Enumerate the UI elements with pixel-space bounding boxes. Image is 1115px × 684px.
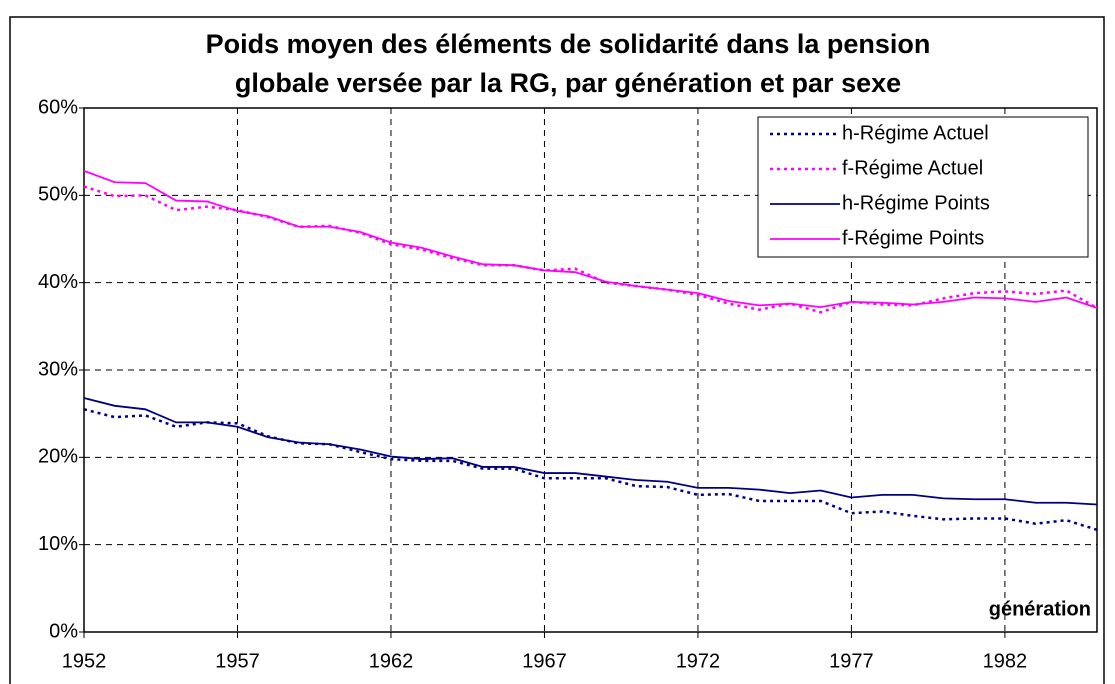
chart-title: globale versée par la RG, par génération… <box>235 68 901 98</box>
legend-label: h-Régime Actuel <box>842 122 989 144</box>
legend-label: h-Régime Points <box>842 192 990 214</box>
series-line <box>83 170 1098 309</box>
x-tick-label: 1957 <box>215 650 260 672</box>
legend-label: f-Régime Points <box>842 227 984 249</box>
x-tick-label: 1977 <box>829 650 874 672</box>
x-tick-label: 1982 <box>983 650 1028 672</box>
y-tick-label: 50% <box>38 184 78 206</box>
series-line <box>83 397 1098 506</box>
x-tick-label: 1967 <box>522 650 567 672</box>
x-tick-label: 1952 <box>62 650 107 672</box>
x-tick-label: 1972 <box>676 650 721 672</box>
y-tick-label: 60% <box>38 96 78 118</box>
chart-title: Poids moyen des éléments de solidarité d… <box>206 29 931 59</box>
x-tick-label: 1962 <box>369 650 414 672</box>
x-axis-label: génération <box>989 598 1091 620</box>
y-tick-label: 40% <box>38 271 78 293</box>
plot-area <box>83 107 1098 633</box>
y-tick-label: 10% <box>38 533 78 555</box>
y-tick-label: 30% <box>38 358 78 380</box>
legend-box <box>757 116 1089 258</box>
y-tick-label: 0% <box>49 620 78 642</box>
legend-label: f-Régime Actuel <box>842 157 983 179</box>
y-tick-label: 20% <box>38 446 78 468</box>
